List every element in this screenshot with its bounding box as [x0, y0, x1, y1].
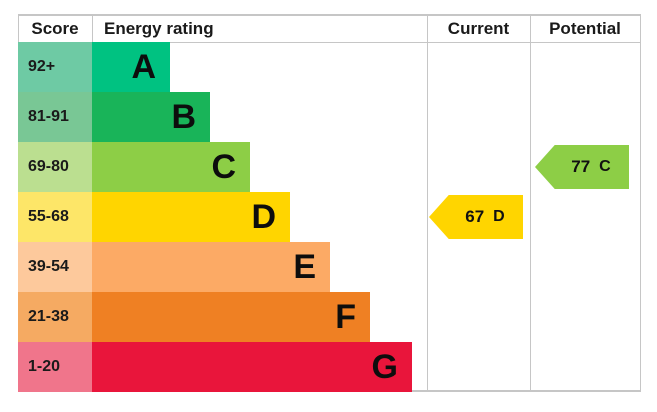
- band-letter-b: B: [171, 98, 196, 136]
- rating-table: Score Energy rating Current Potential 92…: [18, 14, 641, 392]
- band-row-e: 39-54 E: [18, 242, 641, 292]
- band-row-c: 69-80 C: [18, 142, 641, 192]
- score-range-a: 92+: [18, 42, 92, 92]
- potential-header: Potential: [549, 19, 621, 38]
- band-bar-b: B: [92, 92, 210, 142]
- potential-score-value: 77: [571, 157, 591, 176]
- table-right-border: [640, 14, 641, 392]
- current-score-value: 67: [465, 207, 485, 226]
- band-bar-e: E: [92, 242, 330, 292]
- band-bar-f: F: [92, 292, 370, 342]
- score-range-e: 39-54: [18, 242, 92, 292]
- score-range-f: 21-38: [18, 292, 92, 342]
- band-bar-a: A: [92, 42, 170, 92]
- band-row-g: 1-20 G: [18, 342, 641, 392]
- score-range-g: 1-20: [18, 342, 92, 392]
- band-row-a: 92+ A: [18, 42, 641, 92]
- band-rows: 92+ A 81-91 B 69-80 C 55-68 D 39-54 E 21…: [18, 42, 641, 392]
- band-row-b: 81-91 B: [18, 92, 641, 142]
- current-rating-arrow: 67 D: [429, 195, 523, 239]
- score-range-c: 69-80: [18, 142, 92, 192]
- current-column-divider: [427, 16, 428, 390]
- table-top-border: [18, 14, 641, 16]
- band-letter-e: E: [293, 248, 316, 286]
- current-header: Current: [447, 19, 510, 38]
- band-letter-a: A: [131, 48, 156, 86]
- score-range-b: 81-91: [18, 92, 92, 142]
- band-bar-g: G: [92, 342, 412, 392]
- current-band-letter: D: [493, 208, 505, 225]
- potential-rating-arrow: 77 C: [535, 145, 629, 189]
- potential-band-letter: C: [599, 158, 611, 175]
- band-letter-d: D: [251, 198, 276, 236]
- potential-column-divider: [530, 16, 531, 390]
- score-header: Score: [31, 19, 79, 38]
- score-range-d: 55-68: [18, 192, 92, 242]
- band-bar-c: C: [92, 142, 250, 192]
- header-divider: [18, 42, 641, 43]
- band-letter-f: F: [335, 298, 356, 336]
- score-column-divider: [92, 16, 93, 42]
- energy-rating-header: Energy rating: [104, 19, 214, 38]
- band-row-f: 21-38 F: [18, 292, 641, 342]
- band-row-d: 55-68 D: [18, 192, 641, 242]
- band-letter-c: C: [211, 148, 236, 186]
- band-letter-g: G: [371, 348, 398, 386]
- band-bar-d: D: [92, 192, 290, 242]
